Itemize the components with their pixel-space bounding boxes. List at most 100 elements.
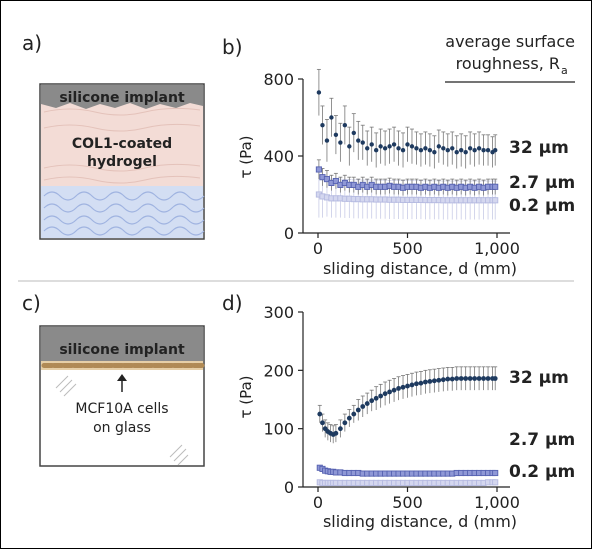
xtick-label: 0 <box>313 239 323 258</box>
chart-b-series-labels: 0.2 µm 2.7 µm 32 µm <box>509 138 575 216</box>
data-point <box>360 404 366 409</box>
chart-d-ticks: 0 100 200 300 0 500 1,000 <box>263 303 519 512</box>
data-point <box>351 411 357 417</box>
data-point <box>320 420 325 426</box>
xtick-label: 0 <box>313 493 323 512</box>
data-point <box>323 176 331 183</box>
data-point <box>423 379 428 385</box>
data-point <box>382 146 388 151</box>
cells-label-line2: on glass <box>93 420 151 436</box>
ytick-label: 400 <box>263 147 294 166</box>
legend-subscript: a <box>561 64 568 77</box>
data-point <box>418 148 424 153</box>
chart-b-points <box>315 90 499 204</box>
xtick-label: 1,000 <box>474 239 520 258</box>
cell-layer <box>41 361 205 370</box>
data-point <box>356 138 361 143</box>
panel-c-letter: c) <box>22 291 41 315</box>
chart-b-panel-letter: b) <box>222 35 243 59</box>
series-label: 2.7 µm <box>509 173 575 193</box>
data-point <box>493 148 498 153</box>
data-point <box>423 146 428 151</box>
data-point <box>485 376 491 381</box>
data-point <box>317 411 323 417</box>
series-label: 32 µm <box>509 138 569 158</box>
data-point <box>378 393 384 399</box>
data-point <box>405 142 410 147</box>
implant-label-a: silicone implant <box>59 90 185 106</box>
data-point <box>364 401 370 406</box>
ytick-label: 200 <box>263 361 294 380</box>
data-point <box>369 142 374 147</box>
data-point <box>320 123 325 128</box>
data-point <box>396 386 401 391</box>
data-point <box>454 149 459 155</box>
series-label: 0.2 µm <box>509 462 575 482</box>
data-point <box>418 380 424 386</box>
chart-d: d) τ (Pa) sliding distance, d (mm) 0 100 2… <box>222 291 575 531</box>
chart-b-ylabel: τ (Pa) <box>237 135 255 178</box>
data-point <box>492 469 499 477</box>
data-point <box>329 115 334 120</box>
data-point <box>342 123 348 128</box>
data-point <box>316 90 322 95</box>
data-point <box>391 142 397 147</box>
panel-c-schematic: silicone implant MCF10A cells on glass <box>39 325 205 467</box>
data-point <box>476 146 482 151</box>
data-point <box>445 376 451 382</box>
data-point <box>463 149 468 155</box>
data-point <box>347 144 352 149</box>
xtick-label: 500 <box>392 493 423 512</box>
data-point <box>459 148 464 153</box>
chart-d-ylabel: τ (Pa) <box>237 375 255 418</box>
data-point <box>445 148 450 153</box>
ytick-label: 300 <box>263 303 294 322</box>
data-point <box>405 383 410 389</box>
data-point <box>492 197 499 204</box>
data-point <box>449 376 455 382</box>
hydrogel-label-line1: COL1-coated <box>72 136 172 152</box>
data-point <box>391 387 397 393</box>
data-point <box>396 146 401 151</box>
data-point <box>481 148 486 153</box>
chart-b-ticks: 0 400 800 0 500 1,000 <box>263 70 519 258</box>
data-point <box>409 144 415 149</box>
data-point <box>492 479 499 486</box>
data-point <box>342 420 348 426</box>
chart-b-xlabel: sliding distance, d (mm) <box>323 259 517 278</box>
panel-a-schematic: silicone implant COL1-coated hydrogel <box>39 83 205 240</box>
data-point <box>365 146 370 151</box>
data-point <box>333 430 339 436</box>
data-point <box>332 177 339 185</box>
ytick-label: 100 <box>263 420 294 439</box>
ytick-label: 0 <box>284 478 294 497</box>
data-point <box>373 395 379 401</box>
data-point <box>400 148 406 153</box>
data-point <box>427 148 433 153</box>
chart-d-xlabel: sliding distance, d (mm) <box>323 512 517 531</box>
data-point <box>481 376 486 381</box>
data-point <box>382 391 388 397</box>
data-point <box>338 140 343 145</box>
data-point <box>458 376 464 381</box>
data-point <box>431 378 437 384</box>
chart-b: b) τ (Pa) sliding distance, d (mm) 0 400 8… <box>222 35 575 278</box>
cell-arrowhead <box>117 374 127 381</box>
data-point <box>476 376 482 381</box>
chart-d-series-labels: 0.2 µm 2.7 µm 32 µm <box>509 368 575 482</box>
legend-line2: roughness, R <box>456 54 560 73</box>
data-point <box>337 426 343 432</box>
data-point <box>467 146 473 151</box>
ytick-label: 800 <box>263 70 294 89</box>
chart-d-panel-letter: d) <box>222 291 243 315</box>
data-point <box>436 377 442 383</box>
data-point <box>467 376 473 381</box>
hydrogel-label-line2: hydrogel <box>87 154 157 170</box>
chart-d-points <box>316 376 499 486</box>
cells-label-line1: MCF10A cells <box>75 401 168 417</box>
implant-label-c: silicone implant <box>59 342 185 358</box>
data-point <box>333 132 339 138</box>
data-point <box>360 140 365 145</box>
xtick-label: 500 <box>392 239 423 258</box>
